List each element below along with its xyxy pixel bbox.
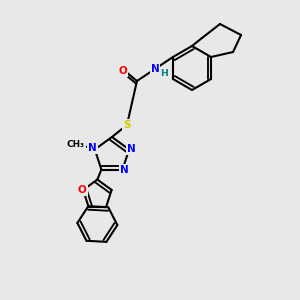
Text: N: N bbox=[127, 144, 135, 154]
Text: N: N bbox=[120, 165, 129, 175]
Text: O: O bbox=[118, 66, 127, 76]
Text: N: N bbox=[151, 64, 159, 74]
Text: CH₃: CH₃ bbox=[67, 140, 85, 149]
Text: O: O bbox=[78, 185, 86, 195]
Text: N: N bbox=[88, 143, 97, 153]
Text: H: H bbox=[160, 70, 168, 79]
Text: S: S bbox=[123, 120, 131, 130]
